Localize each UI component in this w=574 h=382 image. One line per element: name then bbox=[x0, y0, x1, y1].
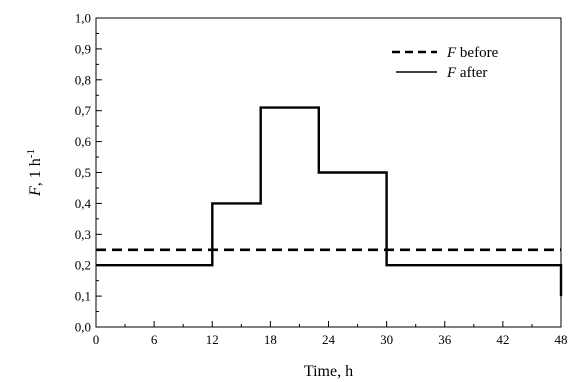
y-tick-label: 0,7 bbox=[75, 103, 92, 118]
x-tick-label: 42 bbox=[496, 332, 509, 347]
y-tick-label: 0,2 bbox=[75, 258, 91, 273]
y-tick-label: 0,9 bbox=[75, 41, 91, 56]
series-layer bbox=[96, 106, 563, 297]
y-tick-label: 0,0 bbox=[75, 320, 91, 335]
x-tick-label: 48 bbox=[555, 332, 568, 347]
x-axis-ticks: 0 6 12 18 24 30 36 42 48 bbox=[93, 321, 568, 347]
y-axis-exponent: -1 bbox=[25, 149, 37, 158]
x-tick-label: 36 bbox=[438, 332, 452, 347]
y-axis-ticks: 0,0 0,1 0,2 0,3 0,4 0,5 0,6 0,7 0,8 0,9 1,0 bbox=[75, 11, 102, 335]
x-tick-label: 18 bbox=[264, 332, 277, 347]
y-tick-label: 0,1 bbox=[75, 289, 91, 304]
legend: F before F after bbox=[392, 45, 499, 81]
y-axis-title: F, 1 h-1 bbox=[25, 149, 44, 197]
x-tick-label: 6 bbox=[151, 332, 158, 347]
x-tick-label: 12 bbox=[206, 332, 219, 347]
y-tick-label: 0,5 bbox=[75, 165, 91, 180]
y-tick-label: 0,6 bbox=[75, 134, 92, 149]
series-line-after bbox=[96, 106, 563, 297]
x-tick-label: 24 bbox=[322, 332, 336, 347]
y-axis-symbol: F bbox=[27, 186, 44, 197]
legend-label-after: F after bbox=[446, 65, 487, 81]
legend-label-before: F before bbox=[446, 45, 499, 61]
y-tick-label: 0,4 bbox=[75, 196, 92, 211]
x-tick-label: 30 bbox=[380, 332, 393, 347]
y-axis-unit: , 1 h bbox=[27, 158, 44, 186]
y-tick-label: 0,8 bbox=[75, 72, 91, 87]
y-tick-label: 0,3 bbox=[75, 227, 91, 242]
x-axis-title: Time, h bbox=[304, 363, 353, 380]
x-tick-label: 0 bbox=[93, 332, 100, 347]
y-tick-label: 1,0 bbox=[75, 11, 91, 26]
